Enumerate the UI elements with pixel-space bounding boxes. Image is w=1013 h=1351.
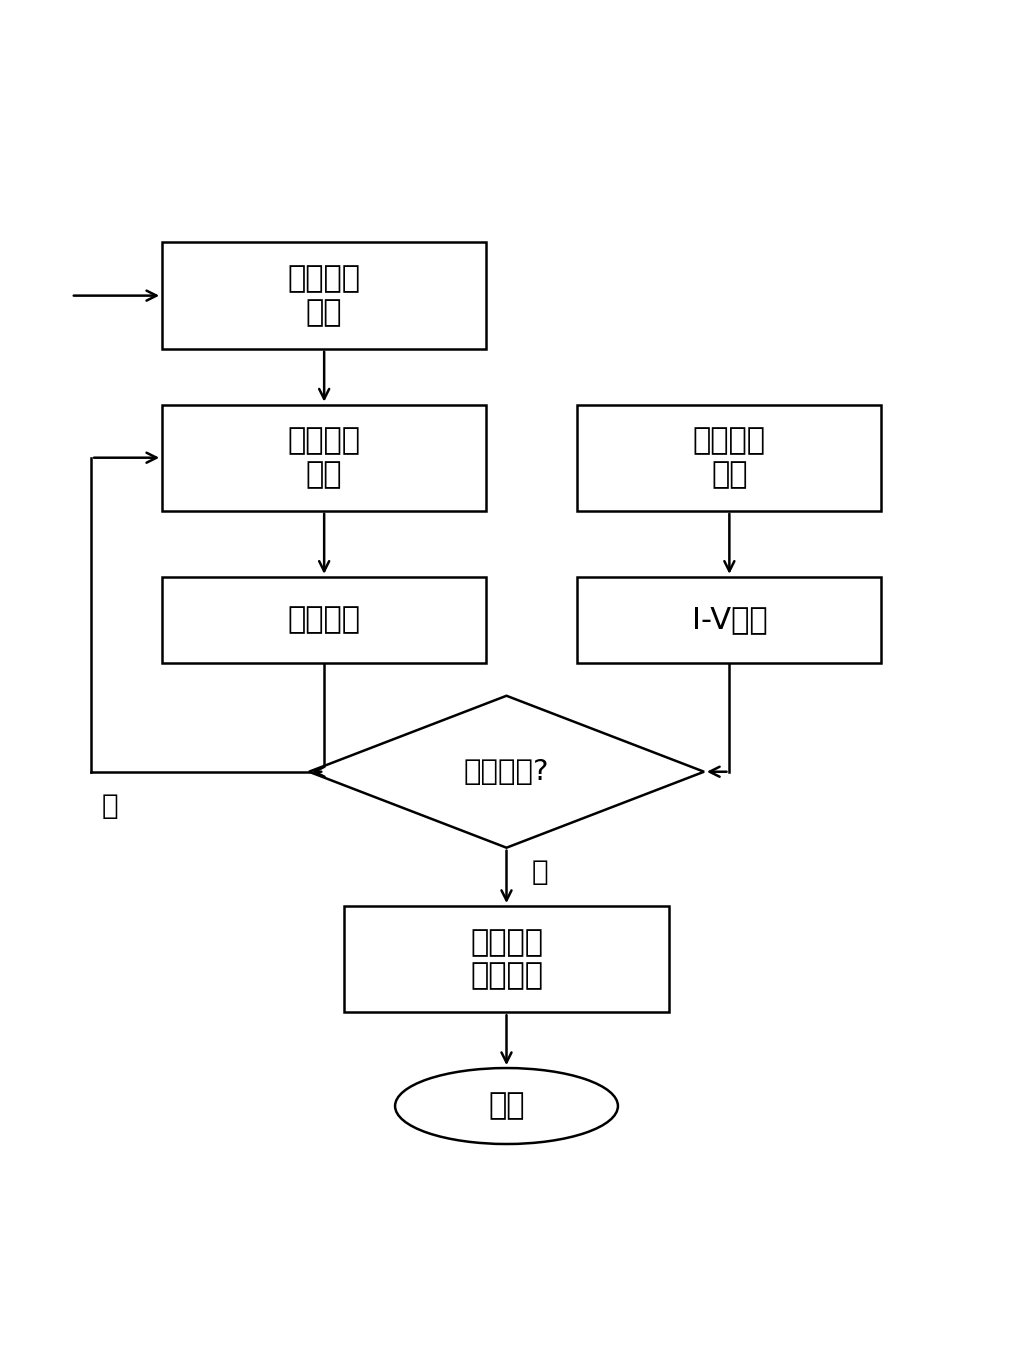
FancyBboxPatch shape: [344, 907, 669, 1012]
FancyBboxPatch shape: [577, 404, 881, 511]
FancyBboxPatch shape: [162, 242, 486, 349]
Text: 结束: 结束: [488, 1092, 525, 1120]
Text: I-V特性: I-V特性: [692, 605, 767, 634]
Text: 理想电路
模型: 理想电路 模型: [693, 427, 766, 489]
FancyBboxPatch shape: [162, 404, 486, 511]
FancyBboxPatch shape: [162, 577, 486, 663]
Text: 是: 是: [532, 858, 548, 886]
Polygon shape: [309, 696, 704, 847]
Ellipse shape: [395, 1069, 618, 1144]
FancyBboxPatch shape: [577, 577, 881, 663]
Text: 否: 否: [101, 792, 118, 820]
Text: 器件模型
调整: 器件模型 调整: [288, 427, 361, 489]
Text: 关键工艺
参数校准: 关键工艺 参数校准: [470, 928, 543, 990]
Text: 是否一致?: 是否一致?: [464, 758, 549, 786]
Text: 电学特性: 电学特性: [288, 605, 361, 634]
Text: 电学参数
校准: 电学参数 校准: [288, 265, 361, 327]
